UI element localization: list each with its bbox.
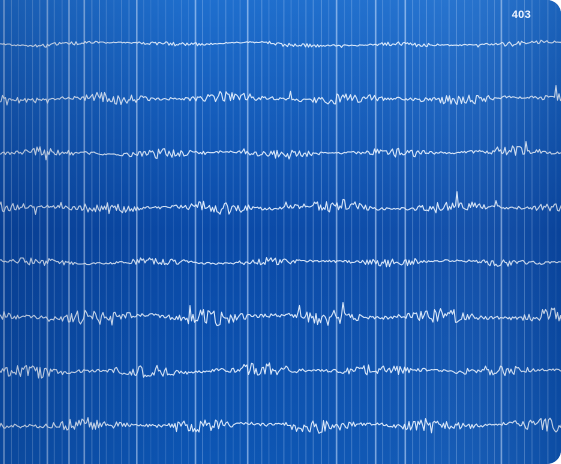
page-number: 403 bbox=[511, 9, 531, 21]
